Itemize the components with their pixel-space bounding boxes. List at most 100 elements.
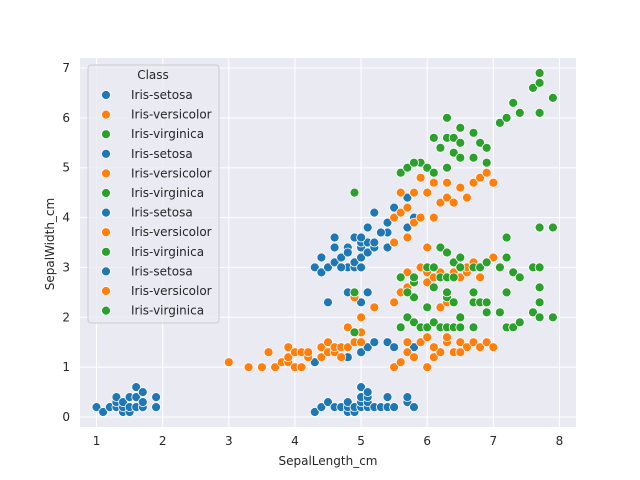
- y-axis-label: SepalWidth_cm: [43, 198, 57, 290]
- point-iris-setosa: [369, 337, 380, 348]
- point-iris-virginica: [534, 108, 545, 118]
- point-iris-setosa: [375, 227, 386, 238]
- point-iris-virginica: [395, 272, 406, 283]
- point-iris-virginica: [548, 312, 558, 323]
- point-iris-virginica: [501, 232, 512, 243]
- point-iris-versicolor: [428, 177, 439, 188]
- point-iris-versicolor: [402, 267, 413, 278]
- point-iris-virginica: [528, 83, 538, 93]
- x-tick-labels: 1 2 3 4 5 6 7 8: [93, 434, 564, 448]
- point-iris-versicolor: [435, 302, 446, 313]
- point-iris-versicolor: [422, 362, 433, 373]
- y-tick-label: 0: [62, 410, 70, 424]
- legend-label: Iris-setosa: [131, 147, 193, 161]
- point-iris-versicolor: [395, 207, 406, 218]
- point-iris-setosa: [382, 242, 393, 253]
- point-iris-virginica: [409, 292, 419, 303]
- legend-label: Iris-setosa: [131, 88, 193, 102]
- legend-marker: [101, 188, 111, 198]
- point-iris-versicolor: [428, 352, 439, 363]
- point-iris-setosa: [356, 252, 367, 263]
- point-iris-setosa: [131, 382, 142, 393]
- point-iris-versicolor: [442, 177, 452, 188]
- point-iris-virginica: [442, 247, 452, 258]
- point-iris-virginica: [402, 287, 413, 298]
- point-iris-setosa: [342, 397, 353, 408]
- legend-marker: [101, 168, 111, 179]
- y-tick-label: 4: [62, 211, 70, 225]
- point-iris-setosa: [382, 337, 393, 348]
- point-iris-virginica: [508, 267, 519, 278]
- point-iris-setosa: [409, 342, 419, 353]
- point-iris-versicolor: [323, 337, 333, 348]
- point-iris-setosa: [362, 287, 373, 298]
- point-iris-setosa: [316, 252, 327, 263]
- point-iris-versicolor: [342, 322, 353, 333]
- point-iris-virginica: [468, 127, 479, 138]
- point-iris-versicolor: [455, 337, 466, 348]
- point-iris-virginica: [481, 157, 492, 168]
- legend-box: [87, 64, 220, 324]
- point-iris-versicolor: [342, 342, 353, 353]
- point-iris-virginica: [422, 322, 433, 333]
- point-iris-versicolor: [422, 242, 433, 253]
- point-iris-versicolor: [395, 357, 406, 368]
- legend-label: Iris-versicolor: [131, 284, 212, 298]
- point-iris-virginica: [481, 257, 492, 268]
- point-iris-virginica: [475, 137, 486, 148]
- point-iris-versicolor: [475, 342, 486, 353]
- point-iris-setosa: [316, 402, 327, 413]
- point-iris-versicolor: [389, 362, 400, 373]
- point-iris-versicolor: [402, 202, 413, 213]
- point-iris-setosa: [323, 297, 333, 308]
- point-iris-versicolor: [409, 187, 419, 198]
- point-iris-setosa: [137, 397, 148, 408]
- point-iris-setosa: [323, 262, 333, 273]
- point-iris-setosa: [389, 402, 400, 413]
- x-tick-label: 8: [556, 434, 564, 448]
- point-iris-setosa: [402, 392, 413, 403]
- point-iris-virginica: [534, 262, 545, 273]
- point-iris-virginica: [402, 162, 413, 173]
- point-iris-setosa: [91, 402, 102, 413]
- point-iris-setosa: [356, 347, 367, 358]
- point-iris-versicolor: [270, 362, 281, 373]
- point-iris-virginica: [481, 297, 492, 308]
- point-iris-versicolor: [481, 167, 492, 178]
- point-iris-versicolor: [296, 362, 307, 373]
- point-iris-virginica: [455, 152, 466, 163]
- point-iris-setosa: [349, 257, 360, 268]
- point-iris-versicolor: [422, 277, 433, 288]
- point-iris-setosa: [309, 262, 320, 273]
- point-iris-virginica: [428, 167, 439, 178]
- point-iris-versicolor: [283, 342, 294, 353]
- point-iris-versicolor: [389, 237, 400, 248]
- legend-items: Iris-setosa Iris-versicolor Iris-virginica…: [101, 88, 212, 318]
- point-iris-versicolor: [468, 177, 479, 188]
- y-tick-label: 7: [62, 61, 70, 75]
- point-iris-setosa: [118, 397, 128, 408]
- legend-marker: [101, 90, 111, 100]
- legend-label: Iris-versicolor: [131, 166, 212, 180]
- point-iris-virginica: [409, 317, 419, 328]
- point-iris-setosa: [356, 297, 367, 308]
- y-tick-label: 6: [62, 111, 70, 125]
- point-iris-virginica: [428, 317, 439, 328]
- point-iris-virginica: [428, 262, 439, 273]
- point-iris-virginica: [468, 287, 479, 298]
- point-iris-virginica: [422, 302, 433, 313]
- point-iris-versicolor: [256, 362, 267, 373]
- point-iris-setosa: [389, 202, 400, 213]
- point-iris-versicolor: [316, 352, 327, 363]
- point-iris-versicolor: [243, 362, 254, 373]
- point-iris-versicolor: [402, 337, 413, 348]
- point-iris-virginica: [442, 112, 452, 123]
- point-iris-setosa: [362, 247, 373, 258]
- point-iris-versicolor: [468, 337, 479, 348]
- point-iris-virginica: [501, 112, 512, 123]
- point-iris-virginica: [514, 108, 525, 118]
- point-iris-virginica: [455, 122, 466, 133]
- point-iris-versicolor: [455, 347, 466, 358]
- point-iris-virginica: [455, 252, 466, 263]
